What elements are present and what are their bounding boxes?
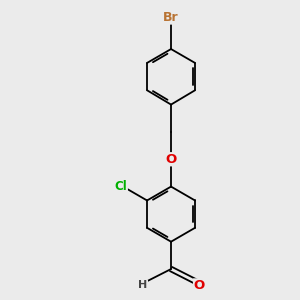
Text: O: O (194, 279, 205, 292)
Text: Br: Br (163, 11, 179, 24)
Text: H: H (138, 280, 148, 290)
Text: O: O (165, 153, 177, 166)
Text: Cl: Cl (115, 180, 128, 193)
